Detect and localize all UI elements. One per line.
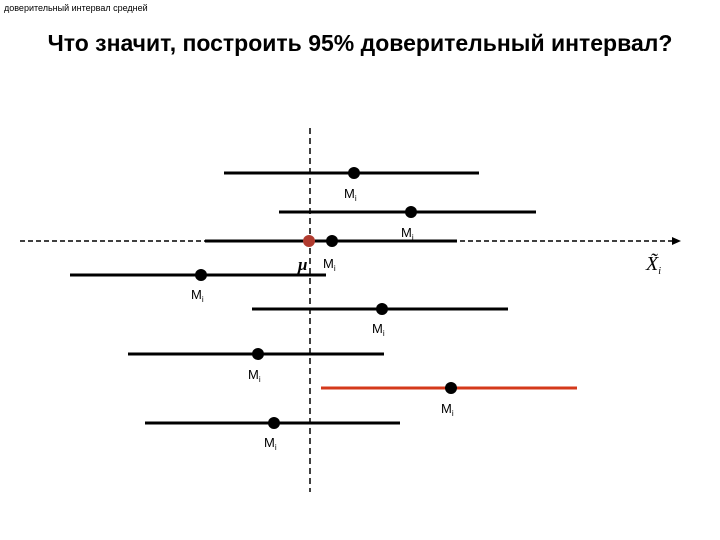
- slide-caption: доверительный интервал средней: [4, 3, 148, 13]
- sample-mean-point-8: [268, 417, 280, 429]
- mu-point: [303, 235, 315, 247]
- sample-mean-point-4: [195, 269, 207, 281]
- intervals-group: Mi Mi Mi Mi Mi Mi Mi Mi: [70, 167, 577, 452]
- mu-label: μ: [297, 255, 307, 274]
- slide-title: Что значит, построить 95% доверительный …: [47, 30, 673, 56]
- sample-mean-point-5: [376, 303, 388, 315]
- sample-mean-point-2: [405, 206, 417, 218]
- axis-label: X̃i: [645, 252, 661, 277]
- sample-mean-point-3: [326, 235, 338, 247]
- sample-mean-label-5: Mi: [372, 321, 385, 338]
- sample-mean-point-1: [348, 167, 360, 179]
- sample-mean-point-7: [445, 382, 457, 394]
- sample-mean-label-4: Mi: [191, 287, 204, 304]
- sample-mean-label-7: Mi: [441, 401, 454, 418]
- sample-mean-label-2: Mi: [401, 225, 414, 242]
- sample-mean-label-8: Mi: [264, 435, 277, 452]
- sample-mean-label-1: Mi: [344, 186, 357, 203]
- x-axis-arrow: [672, 237, 681, 245]
- sample-mean-label-3: Mi: [323, 256, 336, 273]
- sample-mean-label-6: Mi: [248, 367, 261, 384]
- sample-mean-point-6: [252, 348, 264, 360]
